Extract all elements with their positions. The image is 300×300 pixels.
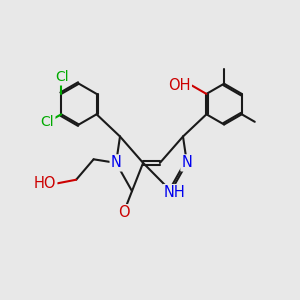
Text: Cl: Cl <box>41 115 54 129</box>
Text: N: N <box>111 155 122 170</box>
Text: N: N <box>182 155 192 170</box>
Text: OH: OH <box>168 78 191 93</box>
Text: O: O <box>118 205 129 220</box>
Text: Cl: Cl <box>55 70 69 84</box>
Text: HO: HO <box>34 176 56 191</box>
Text: NH: NH <box>164 185 185 200</box>
